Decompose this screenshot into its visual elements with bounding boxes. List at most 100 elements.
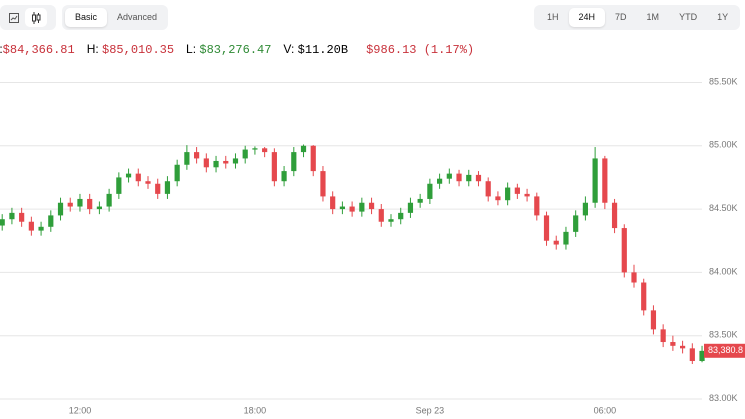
candle-body — [252, 148, 258, 150]
candle-body — [291, 152, 297, 172]
candle-body — [67, 202, 73, 207]
range-button[interactable]: 7D — [615, 12, 627, 22]
candle-body — [38, 226, 44, 231]
candle-body — [87, 198, 93, 210]
candle-body — [446, 173, 452, 179]
candle-body — [96, 206, 102, 210]
candle-body — [660, 329, 666, 343]
candle-body — [689, 348, 695, 362]
candle-body — [437, 178, 443, 184]
y-tick-label: 85.50K — [709, 76, 738, 86]
candle-body — [320, 171, 326, 197]
candle-body — [485, 181, 491, 197]
candle-body — [670, 342, 676, 346]
line-icon[interactable] — [3, 8, 25, 27]
candle-body — [417, 198, 423, 203]
range-button[interactable]: 24H — [568, 8, 606, 27]
candle-body — [194, 152, 200, 159]
stat-label: V: — [283, 42, 295, 56]
candle-body — [611, 202, 618, 229]
candle-body — [359, 202, 365, 212]
candle-body — [262, 148, 268, 153]
stat: V: $11.20B — [283, 42, 348, 57]
candle-body — [398, 212, 404, 220]
candle-body — [223, 160, 229, 164]
mode-button[interactable]: Basic — [65, 8, 108, 27]
candle-body — [310, 145, 316, 172]
candle-body — [514, 187, 520, 194]
candle-body — [573, 215, 579, 232]
candle-body — [543, 215, 550, 241]
x-tick-label: 12:00 — [69, 405, 92, 415]
y-tick-label: 84.00K — [709, 266, 738, 276]
candle-body — [174, 164, 180, 182]
candle-body — [495, 196, 501, 201]
candle-body — [427, 183, 433, 199]
candle-body — [631, 272, 637, 283]
stat: O:$84,366.81 — [0, 42, 75, 57]
candle-body — [641, 282, 647, 311]
y-tick-label: 84.50K — [709, 203, 738, 213]
ohlc-stats: O:$84,366.81 H: $85,010.35 L: $83,276.47… — [0, 42, 474, 57]
candle-body — [145, 181, 151, 184]
mode-button[interactable]: Advanced — [117, 12, 158, 22]
x-tick-label: 06:00 — [594, 405, 617, 415]
candle-body — [57, 202, 64, 216]
candle-body — [330, 196, 336, 210]
candle-body — [699, 350, 705, 362]
x-tick-label: Sep 23 — [416, 405, 445, 415]
candle-body — [582, 202, 588, 216]
stat: $986.13 (1.17%) — [366, 42, 474, 57]
candle-body — [116, 177, 122, 194]
range-button[interactable]: 1Y — [717, 12, 729, 22]
stat-value: $84,366.81 — [2, 43, 75, 57]
candle-body — [155, 183, 161, 194]
candle-body — [475, 174, 482, 182]
chart-type-toggle — [0, 5, 56, 30]
y-tick-label: 85.00K — [709, 140, 738, 150]
candle-body — [339, 206, 345, 210]
candle-body — [378, 209, 384, 222]
range-button[interactable]: 1H — [547, 12, 559, 22]
candle-body — [300, 145, 307, 153]
stat: L: $83,276.47 — [186, 42, 271, 57]
candle-body — [184, 152, 190, 165]
stat-label: O: — [0, 42, 3, 56]
candle-body — [592, 158, 598, 203]
range-toggle: 1H 24H 7D 1M YTD 1Y — [534, 5, 740, 30]
candle-body — [524, 193, 530, 197]
change-value: $986.13 (1.17%) — [366, 43, 475, 57]
candle-body — [349, 206, 355, 212]
candle-body — [135, 173, 141, 182]
stat-value: $83,276.47 — [199, 43, 272, 57]
candle-body — [680, 345, 686, 349]
candle-body — [281, 171, 287, 182]
candle-body — [203, 158, 209, 168]
candle-body — [48, 215, 54, 227]
candle-body — [621, 228, 627, 273]
y-tick-label: 83.00K — [709, 393, 738, 403]
range-button[interactable]: YTD — [679, 12, 698, 22]
stat-value: $11.20B — [297, 43, 349, 57]
candle-body — [28, 221, 34, 231]
candle-body — [232, 158, 239, 164]
candle-body — [563, 231, 569, 245]
candle-body — [77, 198, 83, 207]
candle-body — [505, 187, 511, 201]
candle-body — [650, 310, 657, 330]
candle-body — [407, 202, 414, 213]
candle-body — [456, 173, 462, 182]
candle-body — [125, 173, 132, 178]
candle-body — [388, 219, 394, 222]
last-price-label: 83,380.8 — [708, 345, 743, 355]
stat-label: L: — [186, 42, 197, 56]
candle-icon[interactable] — [25, 8, 47, 27]
range-button[interactable]: 1M — [646, 12, 660, 22]
candle-body — [164, 181, 171, 194]
stat-value: $85,010.35 — [102, 43, 175, 57]
stat: H: $85,010.35 — [87, 42, 174, 57]
candle-body — [0, 219, 5, 226]
mode-toggle: Basic Advanced — [62, 5, 168, 30]
